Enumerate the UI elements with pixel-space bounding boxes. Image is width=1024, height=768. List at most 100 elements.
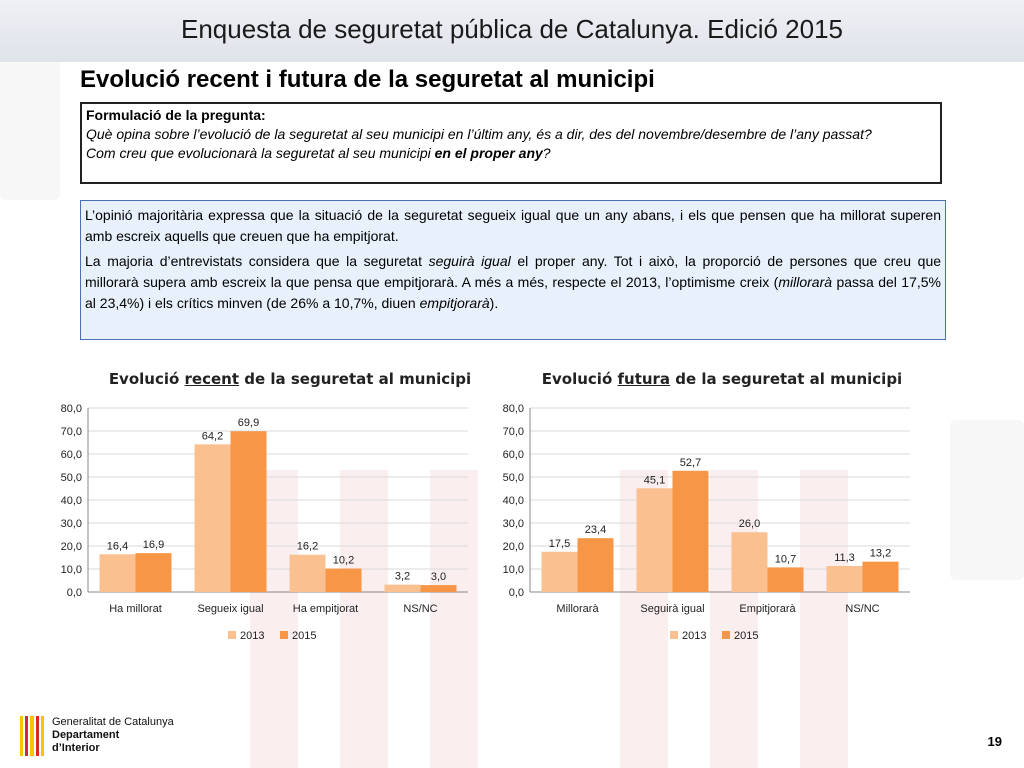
data-label: 10,7: [775, 553, 796, 565]
legend-swatch-2013: [670, 631, 678, 639]
legend-swatch-2013: [228, 631, 236, 639]
x-tick-label: Seguirà igual: [640, 603, 704, 615]
org-line-2: Departament: [52, 729, 120, 741]
summary-p2-a: La majoria d’entrevistats considera que …: [85, 253, 429, 269]
legend-label: 2013: [682, 630, 706, 642]
x-tick-label: Ha millorat: [109, 603, 162, 615]
data-label: 16,2: [297, 541, 318, 553]
bar-2015: [135, 553, 172, 592]
slide-title: Evolució recent i futura de la seguretat…: [80, 66, 655, 93]
bar-2013: [731, 532, 768, 592]
chart-future-title: Evolució futura de la seguretat al munic…: [500, 370, 944, 388]
data-label: 52,7: [680, 457, 701, 469]
y-tick-label: 30,0: [503, 518, 524, 530]
question-label: Formulació de la pregunta:: [86, 107, 266, 123]
chart-future-title-b: de la seguretat al municipi: [670, 370, 903, 388]
bar-2013: [384, 584, 421, 592]
bar-2013: [636, 488, 673, 592]
y-tick-label: 0,0: [509, 587, 524, 599]
data-label: 26,0: [739, 518, 760, 530]
chart-future: 0,0 10,0 20,0 30,0 40,0 50,0 60,0 70,0 80,0 17,5 2…: [503, 403, 910, 642]
summary-p2-g: ).: [489, 295, 499, 311]
chart-recent-title: Evolució recent de la seguretat al munic…: [80, 370, 500, 388]
x-tick-label: Empitjorarà: [739, 603, 796, 615]
data-label: 17,5: [549, 538, 570, 550]
chart-recent-title-u: recent: [184, 370, 240, 388]
data-label: 10,2: [333, 555, 354, 567]
x-tick-label: Ha empitjorat: [293, 603, 358, 615]
legend-swatch-2015: [280, 631, 288, 639]
bar-2015: [672, 470, 709, 592]
summary-paragraph-2: La majoria d’entrevistats considera que …: [85, 251, 941, 314]
legend-label: 2015: [734, 630, 758, 642]
chart-recent: 0,0 10,0 20,0 30,0 40,0 50,0 60,0 70,0 80,0 16,4 1…: [61, 403, 468, 642]
org-line-1: Generalitat de Catalunya: [52, 716, 174, 728]
data-label: 69,9: [238, 417, 259, 429]
legend-label: 2015: [292, 630, 316, 642]
question-line-2: Com creu que evolucionarà la seguretat a…: [86, 144, 936, 163]
bar-2013: [194, 444, 231, 592]
y-tick-label: 40,0: [61, 495, 82, 507]
chart-recent-title-b: de la seguretat al municipi: [239, 370, 472, 388]
chart-future-title-u: futura: [617, 370, 671, 388]
question-line-1: Què opina sobre l’evolució de la seguret…: [86, 126, 872, 142]
legend-label: 2013: [240, 630, 264, 642]
y-tick-label: 20,0: [503, 541, 524, 553]
header-title: Enquesta de seguretat pública de Catalun…: [180, 14, 844, 44]
summary-p2-c: el proper any. Tot i això, la proporció …: [85, 253, 942, 290]
question-line-2-end: ?: [542, 145, 551, 161]
y-tick-label: 20,0: [61, 541, 82, 553]
header-band: [0, 0, 1024, 62]
summary-paragraph-1: L’opinió majoritària expressa que la sit…: [85, 207, 941, 244]
question-line-2-text: Com creu que evolucionarà la seguretat a…: [86, 145, 435, 161]
y-tick-label: 60,0: [61, 449, 82, 461]
y-tick-label: 30,0: [61, 518, 82, 530]
question-box: Formulació de la pregunta: Què opina sob…: [80, 102, 942, 184]
y-tick-label: 10,0: [503, 564, 524, 576]
data-label: 3,0: [431, 571, 446, 583]
y-tick-label: 50,0: [503, 472, 524, 484]
data-label: 16,9: [143, 539, 164, 551]
bar-2015: [420, 585, 457, 592]
org-line-3: d’Interior: [52, 742, 100, 754]
x-tick-label: Millorarà: [556, 603, 599, 615]
data-label: 13,2: [870, 548, 891, 560]
bar-2015: [767, 567, 804, 592]
page-number: 19: [987, 734, 1002, 749]
x-tick-label: NS/NC: [403, 603, 437, 615]
x-tick-label: Segueix igual: [197, 603, 263, 615]
bar-2013: [289, 554, 326, 592]
generalitat-logo: [20, 716, 45, 756]
bar-2013: [541, 551, 578, 592]
bar-2015: [230, 431, 267, 592]
bar-2013: [826, 566, 863, 592]
data-label: 3,2: [395, 571, 410, 583]
data-label: 64,2: [202, 430, 223, 442]
data-label: 45,1: [644, 474, 665, 486]
bar-2015: [577, 538, 614, 592]
bar-2015: [325, 568, 362, 592]
y-tick-label: 70,0: [503, 426, 524, 438]
data-label: 11,3: [834, 552, 855, 564]
chart-future-title-a: Evolució: [541, 370, 618, 388]
x-tick-label: NS/NC: [845, 603, 879, 615]
summary-p2-e: passa del 17,5% al 23,4%) i els crítics …: [85, 274, 941, 311]
y-tick-label: 10,0: [61, 564, 82, 576]
y-tick-label: 60,0: [503, 449, 524, 461]
data-label: 16,4: [107, 540, 128, 552]
organization-name: Generalitat de Catalunya Departament d’I…: [52, 716, 174, 755]
legend-swatch-2015: [722, 631, 730, 639]
chart-recent-title-a: Evolució: [108, 370, 185, 388]
y-tick-label: 70,0: [61, 426, 82, 438]
bar-2013: [99, 554, 136, 592]
bar-2015: [862, 561, 899, 592]
summary-p2-f: empitjorarà: [419, 295, 490, 311]
data-label: 23,4: [585, 524, 606, 536]
y-tick-label: 40,0: [503, 495, 524, 507]
summary-p2-d: millorarà: [778, 274, 833, 290]
summary-p2-b: seguirà igual: [428, 253, 511, 269]
summary-box: L’opinió majoritària expressa que la sit…: [80, 200, 946, 340]
y-tick-label: 80,0: [61, 403, 82, 415]
y-tick-label: 80,0: [503, 403, 524, 415]
question-line-2-bold: en el proper any: [434, 145, 543, 161]
